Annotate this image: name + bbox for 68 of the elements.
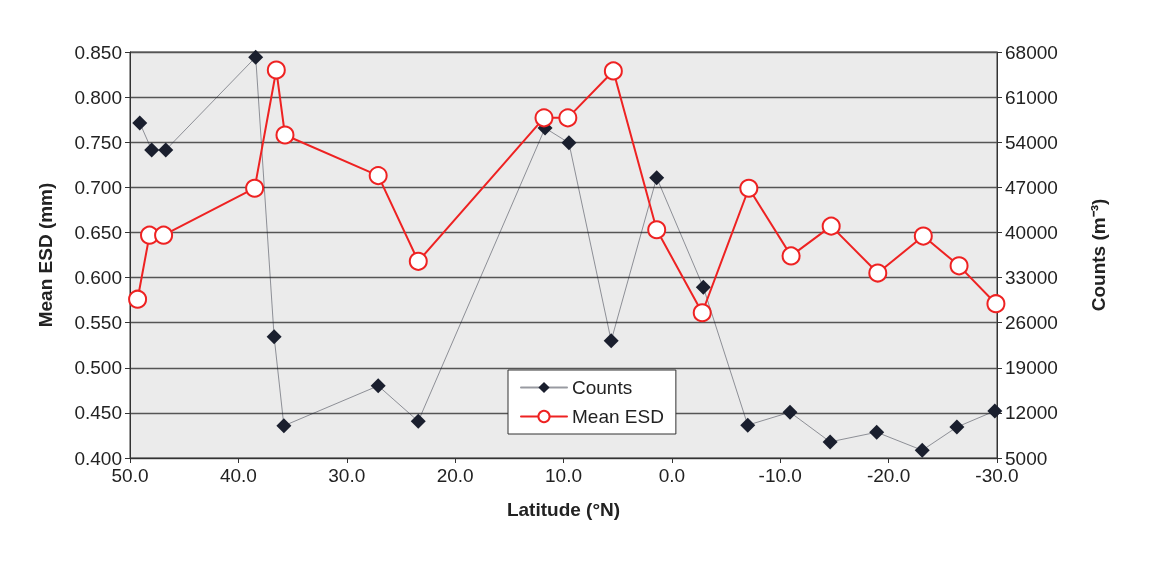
point [370,378,386,394]
point [603,333,619,349]
x-tick-label: -10.0 [758,465,802,486]
y-tick-label: 0.450 [74,402,122,424]
point [986,294,1006,314]
y-tick-label: 0.700 [74,176,122,198]
x-tick-label: 30.0 [328,465,366,486]
y2-axis-title: Counts (m⁻³) [1088,198,1109,312]
legend-label: Counts [572,377,633,398]
point [132,115,148,131]
point [154,225,174,245]
y2-tick-label: 54000 [1005,131,1058,153]
point [782,404,798,420]
y-tick-label: 0.800 [74,86,122,108]
point [558,108,578,128]
y-tick-label: 0.750 [74,131,122,153]
x-axis-title: Latitude (°N) [506,499,621,520]
point [821,216,841,236]
y2-tick-label: 47000 [1005,176,1058,198]
point [158,142,174,158]
point [869,424,885,440]
x-tick-label: 10.0 [545,465,582,486]
point [248,49,264,65]
y2-tick-label: 40000 [1005,221,1058,243]
point [368,166,388,186]
y2-tick-label: 12000 [1005,402,1058,424]
point [868,263,888,283]
point [144,142,160,158]
point [266,329,282,345]
point [128,289,148,309]
point [695,279,711,295]
point [949,256,969,276]
x-tick-label: 20.0 [436,465,474,486]
y2-tick-label: 33000 [1005,267,1058,289]
point [914,442,930,458]
x-tick-label: -20.0 [866,465,911,486]
point [781,246,801,266]
y-tick-label: 0.550 [74,312,122,334]
point [740,417,756,433]
point [266,60,286,80]
y-tick-label: 0.650 [74,221,122,243]
y-tick-label: 0.850 [74,41,122,63]
point [408,251,428,271]
point [647,220,667,240]
point [603,61,623,81]
y2-tick-label: 26000 [1005,312,1058,334]
point [949,419,965,435]
point [245,178,265,198]
point [987,403,1003,419]
y-tick-label: 0.600 [74,267,122,289]
point [913,226,933,246]
point [649,170,665,186]
x-tick-label: 40.0 [219,465,257,486]
y-axis-title: Mean ESD (mm) [35,182,56,328]
point [692,303,712,323]
point [275,125,295,145]
point [739,178,759,198]
legend-label: Mean ESD [572,406,664,427]
point [276,418,292,434]
point [561,135,577,151]
y2-tick-label: 19000 [1005,357,1058,379]
point [534,108,554,128]
point [822,434,838,450]
point [410,413,426,429]
y2-tick-label: 68000 [1005,41,1058,63]
x-tick-label: 0.0 [658,465,686,486]
y-tick-label: 0.500 [74,357,122,379]
y2-tick-label: 61000 [1005,86,1058,108]
